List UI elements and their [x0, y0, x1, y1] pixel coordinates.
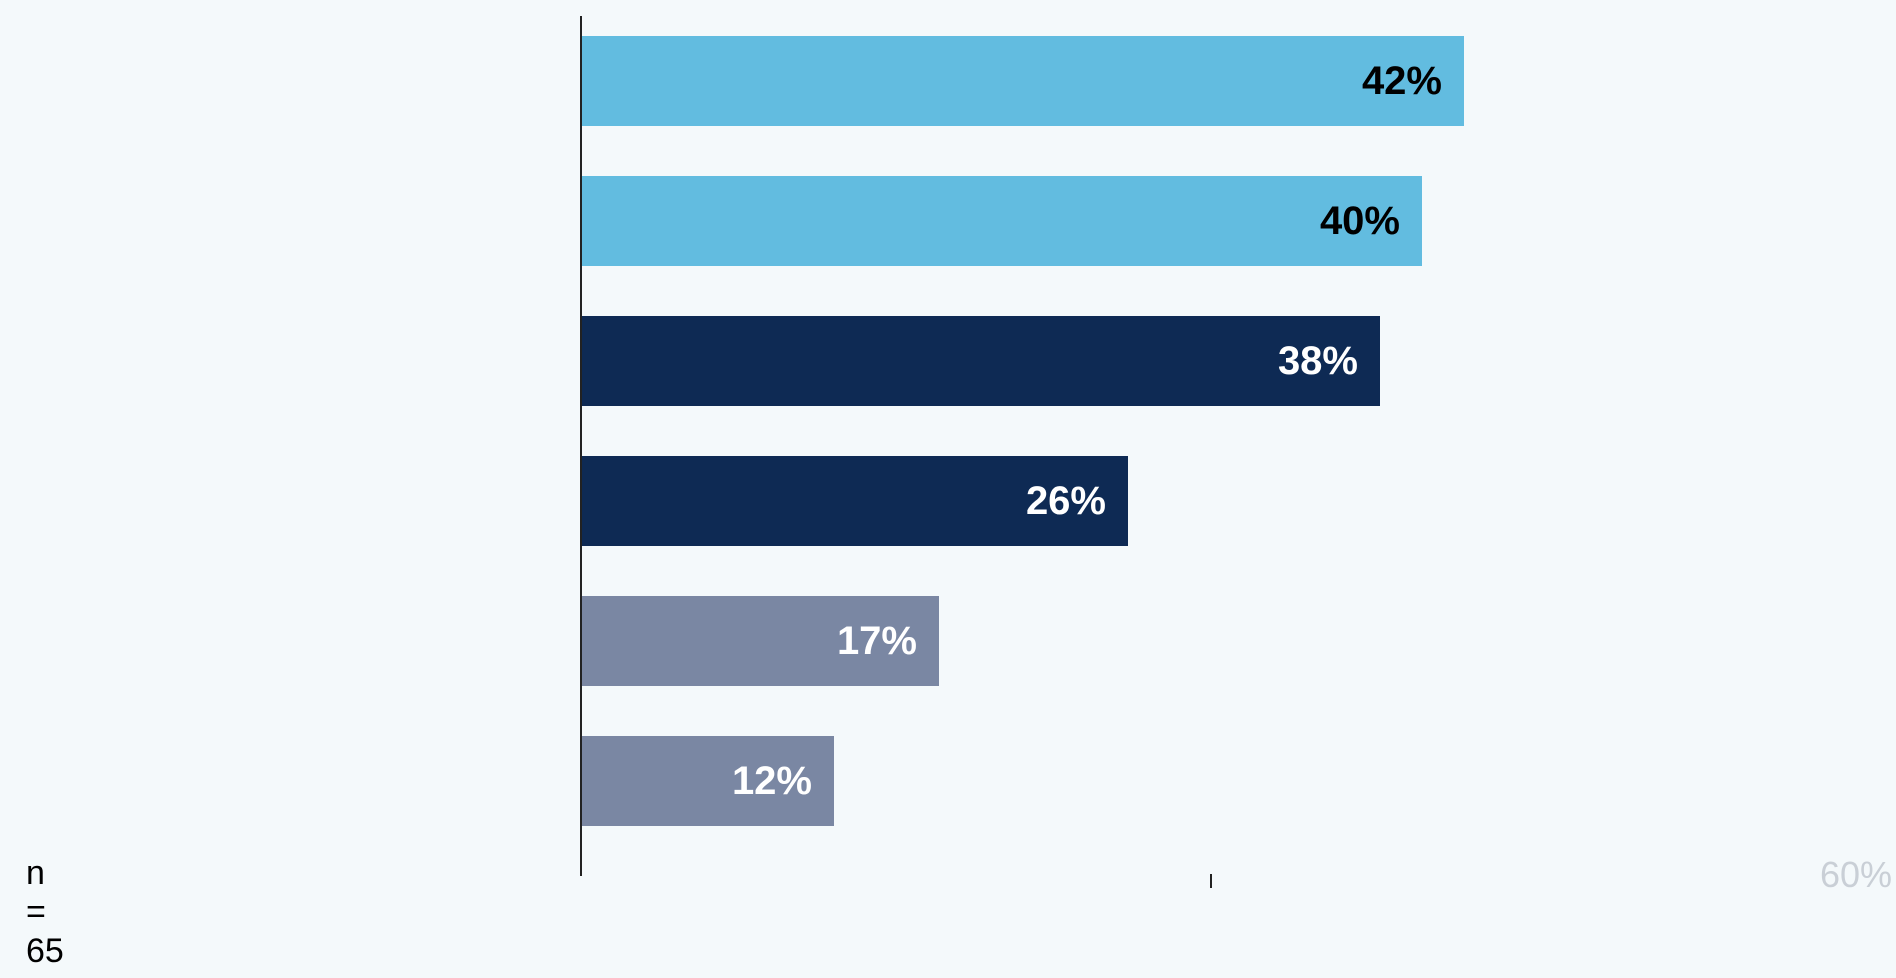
bar-value: 12%	[732, 759, 812, 804]
bar-value: 40%	[1320, 199, 1400, 244]
bar: 12%	[582, 736, 834, 826]
bar: 42%	[582, 36, 1464, 126]
bar: 40%	[582, 176, 1422, 266]
x-tick	[1210, 874, 1212, 888]
bar: 38%	[582, 316, 1380, 406]
bar-value: 42%	[1362, 59, 1442, 104]
bar-value: 38%	[1278, 339, 1358, 384]
bar: 17%	[582, 596, 939, 686]
sample-size-note: n = 65	[26, 854, 64, 971]
x-axis-max-label: 60%	[1820, 854, 1892, 896]
bar: 26%	[582, 456, 1128, 546]
bar-value: 17%	[837, 619, 917, 664]
bar-value: 26%	[1026, 479, 1106, 524]
